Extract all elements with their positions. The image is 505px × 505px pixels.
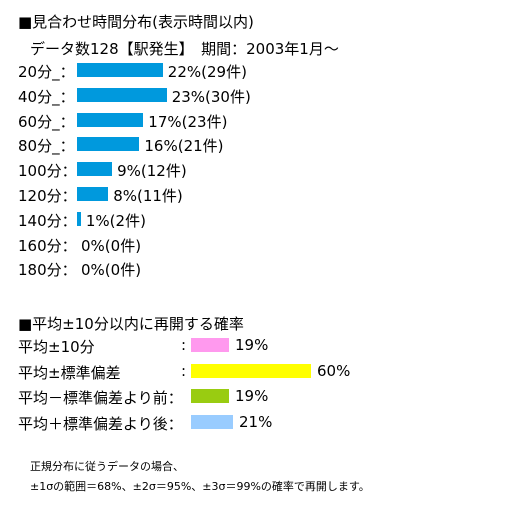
category-label: 120分： — [18, 187, 77, 205]
note-line-2: ±1σの範囲＝68%、±2σ＝95%、±3σ＝99%の確率で再開します。 — [30, 480, 370, 493]
bar — [77, 211, 81, 226]
category-label: 180分： — [18, 261, 77, 280]
category-label: 平均±10分 — [18, 338, 95, 356]
data-label: 1%(2件) — [85, 211, 146, 230]
bar — [77, 187, 109, 201]
distribution-title: ■見合わせ時間分布(表示時間以内) — [18, 13, 254, 31]
category-label: 80分_： — [18, 137, 75, 156]
category-label: 100分： — [18, 162, 77, 181]
distribution-subtitle: データ数128【駅発生】 期間：2003年1月～ — [30, 40, 339, 58]
category-label: 平均＋標準偏差より後： — [18, 414, 183, 433]
data-label: 21% — [239, 412, 273, 431]
data-label: 23%(30件) — [171, 87, 251, 106]
bar — [77, 112, 144, 127]
data-label: 8%(11件) — [113, 187, 183, 205]
category-label: 40分_： — [18, 87, 75, 106]
bar — [191, 363, 311, 378]
category-label: 平均±標準偏差 — [18, 363, 121, 382]
note-line-1: 正規分布に従うデータの場合、 — [30, 460, 184, 473]
bar — [191, 338, 229, 352]
data-label: 17%(23件) — [148, 112, 228, 131]
bar — [77, 87, 167, 102]
category-label: 20分_： — [18, 63, 75, 81]
data-label: 19% — [235, 387, 269, 405]
data-label: 22%(29件) — [167, 63, 247, 81]
data-label: 0%(0件) — [81, 261, 142, 280]
bar — [77, 162, 113, 177]
data-label: 60% — [317, 361, 351, 380]
bar — [77, 63, 163, 77]
data-label: 16%(21件) — [144, 137, 224, 156]
bar — [77, 137, 140, 152]
data-label: 9%(12件) — [117, 162, 187, 181]
bar — [191, 389, 229, 403]
bar — [191, 414, 233, 429]
category-label: 60分_： — [18, 112, 75, 131]
category-label: 160分： — [18, 236, 77, 255]
data-label: 0%(0件) — [81, 236, 142, 255]
data-label: 19% — [235, 336, 269, 354]
probability-title: ■平均±10分以内に再開する確率 — [18, 315, 244, 333]
separator: : — [181, 336, 187, 354]
category-label: 平均－標準偏差より前： — [18, 389, 183, 407]
category-label: 140分： — [18, 211, 77, 230]
separator: : — [181, 361, 187, 380]
